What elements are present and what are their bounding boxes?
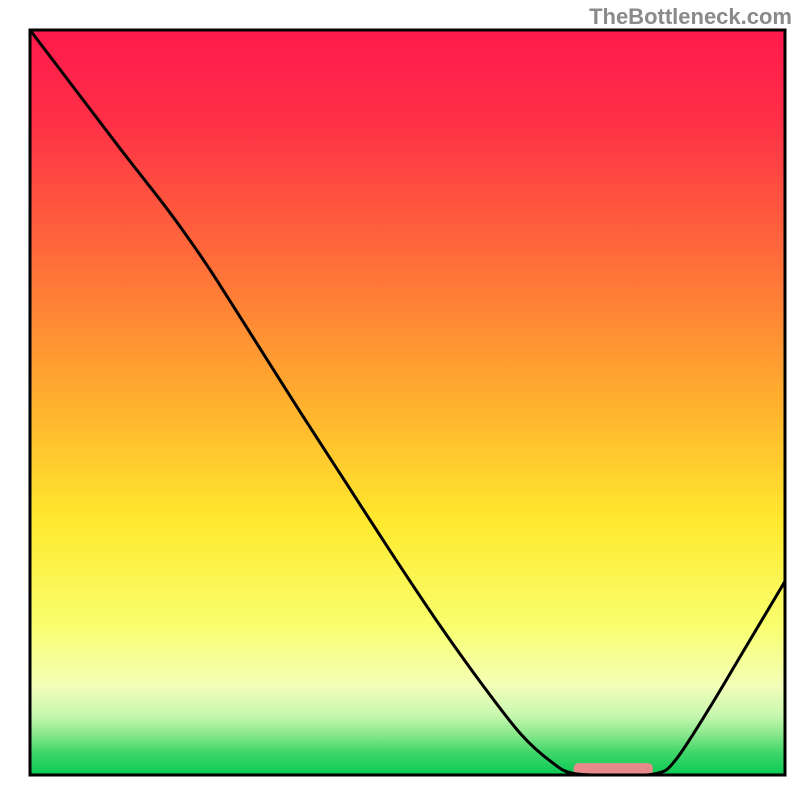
watermark-text: TheBottleneck.com xyxy=(589,4,792,30)
chart-container: TheBottleneck.com xyxy=(0,0,800,800)
gradient-background xyxy=(30,30,785,775)
bottleneck-chart xyxy=(0,0,800,800)
optimal-marker xyxy=(574,763,653,775)
